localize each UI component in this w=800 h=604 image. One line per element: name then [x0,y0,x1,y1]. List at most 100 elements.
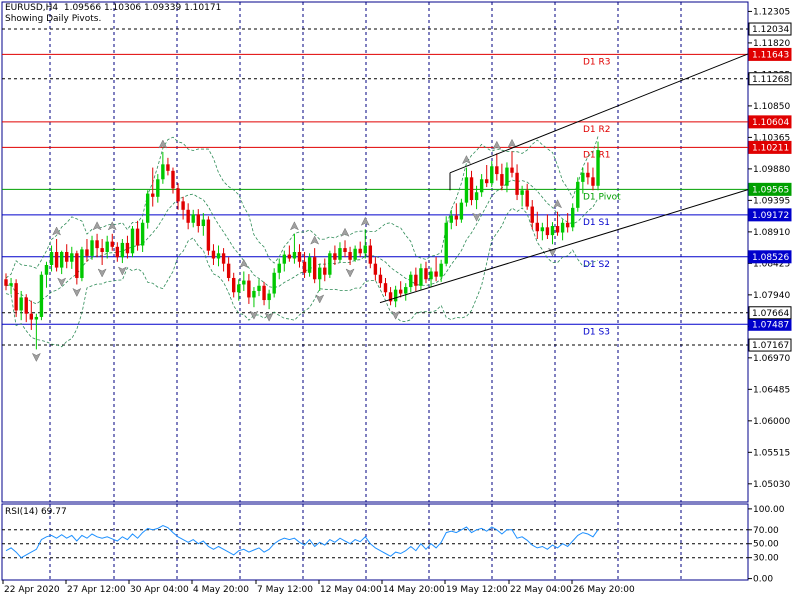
candle-body [348,252,352,260]
candle-body [282,254,286,264]
fractal-up-marker [340,227,350,237]
candle-body [586,172,590,178]
level-price-label: 1.07487 [752,320,789,330]
candle-body [409,274,413,288]
candle-body [262,285,266,301]
fractal-up-marker [461,155,472,165]
candle-body [530,206,534,223]
candle-body [302,261,307,273]
fractal-up-marker [52,226,62,236]
rsi-y-tick-label: 50.00 [753,540,779,550]
level-price-label: 1.09565 [752,185,789,195]
upper-band-line [5,136,599,279]
candle-body [555,226,560,233]
candle-body [75,253,79,278]
candle-body [196,214,200,227]
level-name: D1 Pivot [583,192,621,202]
candle-body [581,172,585,182]
x-tick-label: 14 May 20:00 [383,585,445,595]
candle-body [383,283,388,293]
candle-body [474,192,479,201]
candle-body [312,257,317,280]
fractal-up-marker [158,139,168,149]
level-price-tag [748,250,792,264]
rsi-y-tick-label: 70.00 [753,526,779,536]
candle-body [29,313,33,320]
candle-body [145,193,150,223]
upper-trendline[interactable] [449,53,749,174]
candle-body [95,240,99,249]
candle-body [216,253,221,259]
symbol-timeframe: EURUSD,H4 [5,3,59,13]
fractal-up-marker [92,221,102,231]
candle-body [550,226,555,236]
fractal-up-marker [107,221,117,231]
candle-body [398,289,403,294]
candle-body [571,207,575,228]
candle-body [34,316,39,320]
candle-body [24,297,28,314]
y-tick-label: 1.05030 [753,480,790,490]
y-tick-label: 1.09395 [753,196,790,206]
candle-body [469,177,474,201]
level-price-tag [748,47,792,61]
candle-body [161,164,165,180]
candle-body [419,268,423,286]
candle-body [115,246,120,258]
candle-body [186,209,190,223]
x-tick-label: 7 May 12:00 [257,585,313,595]
candle-body [201,219,206,227]
fractal-down-marker [472,212,482,222]
candle-body [252,290,256,298]
candle-body [171,170,175,189]
level-name: D1 S3 [583,327,610,337]
candle-body [49,252,54,265]
x-tick-label: 19 May 12:00 [446,585,508,595]
pivots-note: Showing Daily Pivots. [5,14,102,24]
candle-body [363,245,367,254]
candle-body [424,268,428,280]
level-price-label: 1.11268 [752,75,789,85]
level-price-tag [748,115,792,129]
rsi-y-tick-label: 100.00 [753,505,785,515]
fractal-up-marker [492,140,502,150]
y-tick-label: 1.06970 [753,354,790,364]
rsi-y-tick-label: 30.00 [753,554,779,564]
candle-body [257,285,261,291]
candle-body [287,254,292,259]
lower-trendline[interactable] [379,189,749,304]
candle-body [545,227,550,236]
candle-body [358,248,362,254]
y-tick-label: 1.07940 [753,291,790,301]
candle-body [343,248,347,252]
candle-body [267,293,271,301]
candle-body [328,253,332,275]
candle-body [353,248,357,260]
fractal-down-marker [117,266,127,276]
x-tick-label: 30 Apr 04:00 [130,585,189,595]
rsi-label: RSI(14) 69.77 [5,507,67,517]
candle-body [166,164,170,171]
candle-body [444,222,448,264]
candle-body [378,274,383,284]
level-price-tag [748,140,792,154]
candle-body [449,215,453,223]
candle-body [439,263,443,277]
fractal-down-marker [345,268,355,278]
candle-body [85,249,89,256]
y-tick-label: 1.06000 [753,417,790,427]
candle-body [576,181,580,208]
candle-body [191,214,195,223]
candle-body [54,252,59,268]
candle-body [510,167,514,173]
candle-body [464,177,469,203]
candle-body [500,174,504,186]
candle-body [596,150,600,186]
candle-body [485,179,489,184]
level-price-label: 1.10604 [752,118,789,128]
level-price-label: 1.07167 [752,341,789,351]
candle-body [39,274,44,317]
candle-body [9,283,13,286]
